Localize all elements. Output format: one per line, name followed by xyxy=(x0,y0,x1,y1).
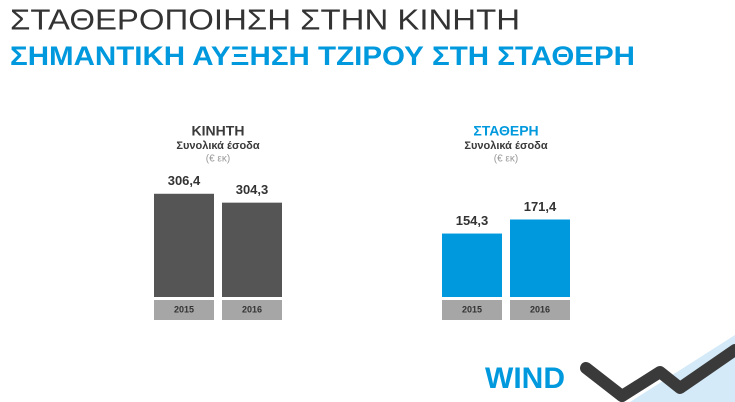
chart-title: ΣΤΑΘΕΡΗ xyxy=(473,123,538,139)
category-label: 2015 xyxy=(174,304,194,314)
chart-subtitle: Συνολικά έσοδα xyxy=(464,140,547,152)
chart-unit: (€ εκ) xyxy=(494,154,518,165)
logo-text: WIND xyxy=(485,362,565,395)
corner-decoration xyxy=(630,335,735,402)
chart-subtitle: Συνολικά έσοδα xyxy=(176,140,259,152)
category-label: 2016 xyxy=(530,304,550,314)
category-box xyxy=(442,300,502,320)
value-label: 171,4 xyxy=(524,199,557,214)
bar xyxy=(222,202,282,297)
bar xyxy=(154,193,214,297)
category-box xyxy=(154,300,214,320)
category-box xyxy=(510,300,570,320)
value-label: 304,3 xyxy=(236,182,269,197)
value-label: 306,4 xyxy=(168,173,201,188)
bar xyxy=(510,219,570,297)
header-line1: ΣΤΑΘΕΡΟΠΟΙΗΣΗ ΣΤΗΝ ΚΙΝΗΤΗ xyxy=(10,5,520,37)
bar xyxy=(442,233,502,297)
logo-wave xyxy=(580,344,735,402)
chart-unit: (€ εκ) xyxy=(206,154,230,165)
chart-title: ΚΙΝΗΤΗ xyxy=(192,123,245,139)
category-label: 2016 xyxy=(242,304,262,314)
header-line2: ΣΗΜΑΝΤΙΚΗ ΑΥΞΗΣΗ ΤΖΙΡΟΥ ΣΤΗ ΣΤΑΘΕΡΗ xyxy=(10,41,635,71)
category-label: 2015 xyxy=(462,304,482,314)
category-box xyxy=(222,300,282,320)
value-label: 154,3 xyxy=(456,213,489,228)
